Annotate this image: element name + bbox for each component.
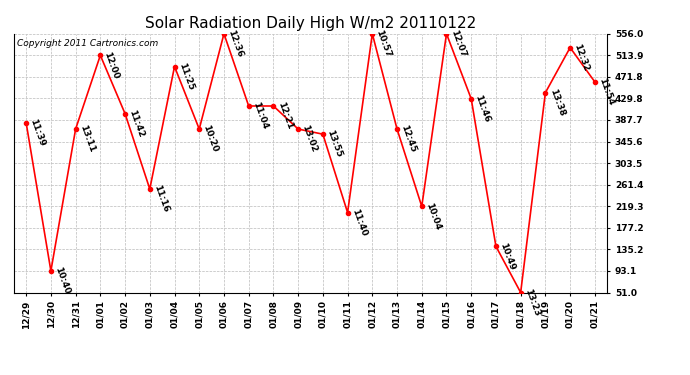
Text: 12:00: 12:00 xyxy=(103,50,121,80)
Text: 13:55: 13:55 xyxy=(325,129,344,159)
Text: 11:25: 11:25 xyxy=(177,62,195,92)
Text: 11:42: 11:42 xyxy=(128,108,146,139)
Text: 13:23: 13:23 xyxy=(523,287,541,317)
Text: 12:45: 12:45 xyxy=(400,124,417,154)
Text: 11:04: 11:04 xyxy=(251,101,269,131)
Text: Copyright 2011 Cartronics.com: Copyright 2011 Cartronics.com xyxy=(17,39,158,48)
Text: 10:57: 10:57 xyxy=(375,28,393,58)
Text: 10:49: 10:49 xyxy=(498,241,517,271)
Text: 12:36: 12:36 xyxy=(226,28,244,58)
Text: 12:21: 12:21 xyxy=(276,101,294,131)
Text: 10:20: 10:20 xyxy=(201,124,219,154)
Text: 11:46: 11:46 xyxy=(473,94,492,124)
Text: 11:40: 11:40 xyxy=(350,207,368,237)
Title: Solar Radiation Daily High W/m2 20110122: Solar Radiation Daily High W/m2 20110122 xyxy=(145,16,476,31)
Text: 13:02: 13:02 xyxy=(300,124,319,154)
Text: 10:40: 10:40 xyxy=(53,266,71,296)
Text: 11:54: 11:54 xyxy=(597,77,615,107)
Text: 13:38: 13:38 xyxy=(548,87,566,117)
Text: 11:16: 11:16 xyxy=(152,184,170,214)
Text: 12:32: 12:32 xyxy=(573,42,591,72)
Text: 13:11: 13:11 xyxy=(78,124,96,154)
Text: 11:39: 11:39 xyxy=(28,118,47,148)
Text: 10:04: 10:04 xyxy=(424,201,442,231)
Text: 12:07: 12:07 xyxy=(448,28,467,58)
